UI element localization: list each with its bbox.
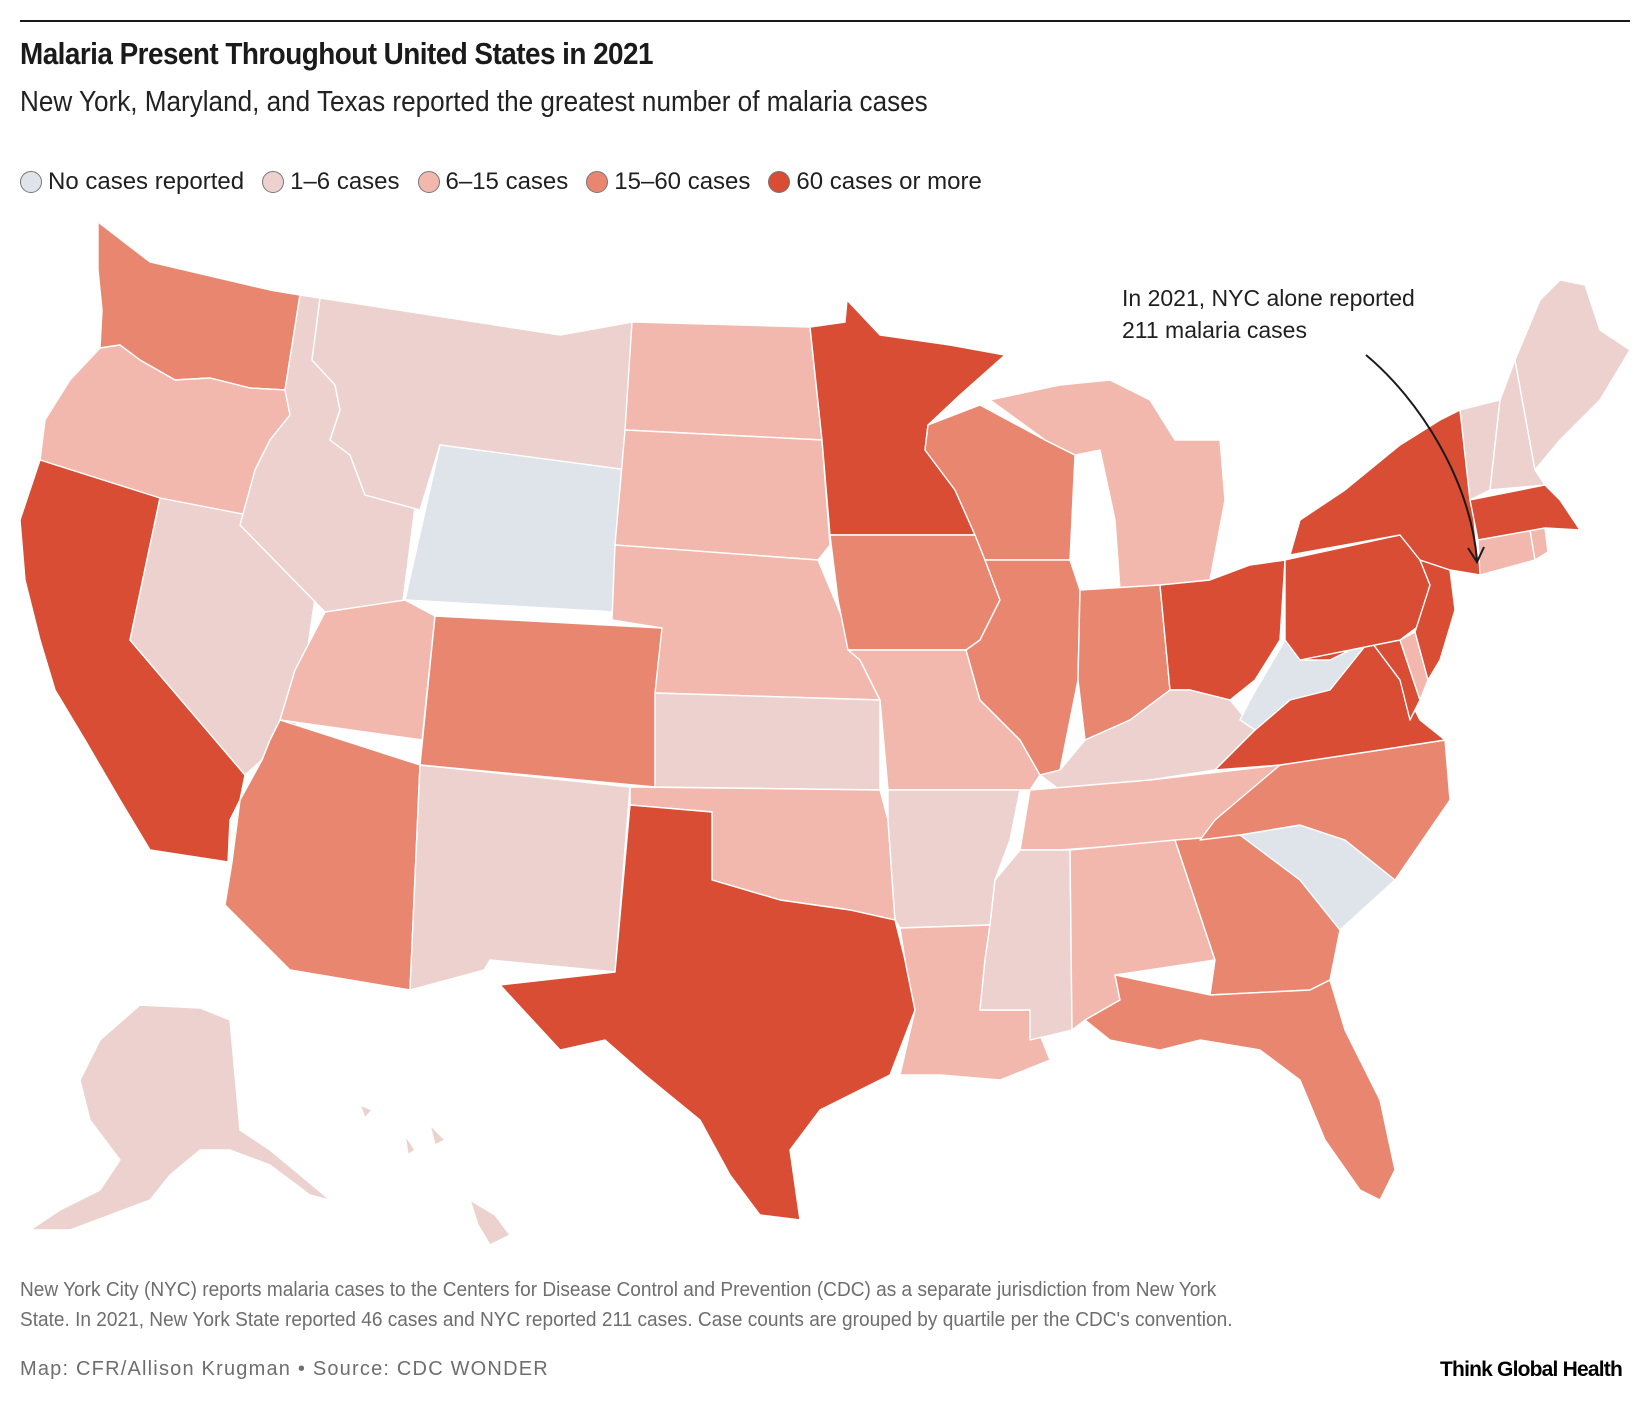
brand-logo: Think Global Health [1440,1358,1623,1381]
top-rule [20,20,1630,22]
state-ma: MA: 60 cases or more [1469,484,1581,541]
legend-item-15-60: 15–60 cases [586,168,750,196]
source-credit: Map: CFR/Allison Krugman • Source: CDC W… [20,1358,549,1380]
nyc-annotation-line2: 211 malaria cases [1122,317,1307,343]
legend-item-1-6: 1–6 cases [262,168,400,196]
us-choropleth-map: WA: 15–60 casesOR: 6–15 casesCA: 60 case… [19,221,1631,1246]
legend-item-none: No cases reported [20,168,244,196]
legend-item-60-plus: 60 cases or more [768,168,982,196]
legend-label-1-6: 1–6 cases [290,168,400,195]
annotation-arrow [1365,354,1478,561]
legend-swatch-none [20,171,42,193]
annotation-arrowhead [1467,546,1485,565]
legend-label-60-plus: 60 cases or more [796,168,982,195]
state-il: IL: 15–60 cases [965,559,1081,776]
legend-label-none: No cases reported [48,168,245,195]
state-nj: NJ: 60 cases or more [1414,559,1456,681]
legend-swatch-60-plus [768,171,791,193]
footnote-line2: State. In 2021, New York State reported … [20,1308,1233,1331]
chart-title: Malaria Present Throughout United States… [20,36,654,71]
state-sd: SD: 6–15 cases [614,429,831,561]
legend-item-6-15: 6–15 cases [417,168,569,196]
state-me: ME: 1–6 cases [1514,279,1631,471]
state-ia: IA: 15–60 cases [829,534,1001,651]
nyc-annotation-line1: In 2021, NYC alone reported [1122,285,1415,311]
footnote-line1: New York City (NYC) reports malaria case… [20,1278,1217,1301]
state-ks: KS: 1–6 cases [654,692,881,791]
state-wy: WY: No cases reported [404,444,629,613]
state-co: CO: 15–60 cases [419,615,663,788]
legend: No cases reported 1–6 cases 6–15 cases 1… [20,168,1000,196]
legend-swatch-15-60 [586,171,609,193]
state-hi: HI: 1–6 cases [359,1104,511,1246]
chart-subtitle: New York, Maryland, and Texas reported t… [20,86,928,118]
legend-label-6-15: 6–15 cases [445,168,569,195]
state-nd: ND: 6–15 cases [624,321,823,441]
footnote: New York City (NYC) reports malaria case… [20,1275,1517,1335]
legend-swatch-6-15 [417,171,440,193]
state-fl: FL: 15–60 cases [1084,974,1396,1201]
nyc-annotation: In 2021, NYC alone reported 211 malaria … [1122,282,1415,346]
state-tx: TX: 60 cases or more [499,804,916,1221]
state-nm: NM: 1–6 cases [409,764,631,991]
legend-swatch-1-6 [262,171,285,193]
state-ak: AK: 1–6 cases [29,1004,331,1231]
state-mi: MI: 6–15 cases [989,379,1226,591]
legend-label-15-60: 15–60 cases [614,168,751,195]
state-nh: NH: 1–6 cases [1489,359,1546,491]
